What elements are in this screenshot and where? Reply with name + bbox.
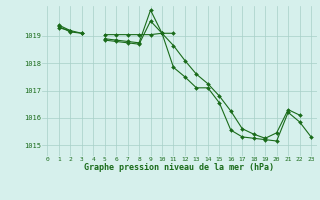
X-axis label: Graphe pression niveau de la mer (hPa): Graphe pression niveau de la mer (hPa) bbox=[84, 163, 274, 172]
